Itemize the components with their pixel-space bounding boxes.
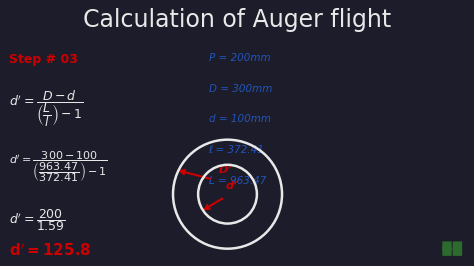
FancyBboxPatch shape: [453, 247, 462, 256]
Text: ℓ = 372.41: ℓ = 372.41: [209, 145, 264, 155]
Text: D’: D’: [219, 165, 232, 175]
Text: d = 100mm: d = 100mm: [209, 114, 271, 124]
Text: L = 963.47: L = 963.47: [209, 176, 266, 186]
Text: $d' = \dfrac{300-100}{\left(\dfrac{963.47}{372.41}\right)-1}$: $d' = \dfrac{300-100}{\left(\dfrac{963.4…: [9, 149, 108, 184]
Text: d’: d’: [226, 181, 238, 191]
Text: $d' = \dfrac{200}{1.59}$: $d' = \dfrac{200}{1.59}$: [9, 207, 66, 233]
Text: Step # 03: Step # 03: [9, 53, 78, 66]
Text: P = 200mm: P = 200mm: [209, 53, 270, 63]
FancyBboxPatch shape: [442, 247, 452, 256]
Text: $d' = \dfrac{D-d}{\left(\dfrac{L}{l}\right)-1}$: $d' = \dfrac{D-d}{\left(\dfrac{L}{l}\rig…: [9, 88, 84, 128]
Text: D = 300mm: D = 300mm: [209, 84, 272, 94]
Text: $\bf{d' = 125.8}$: $\bf{d' = 125.8}$: [9, 242, 91, 259]
Text: Calculation of Auger flight: Calculation of Auger flight: [83, 8, 391, 32]
FancyBboxPatch shape: [442, 241, 452, 250]
FancyBboxPatch shape: [453, 241, 462, 250]
